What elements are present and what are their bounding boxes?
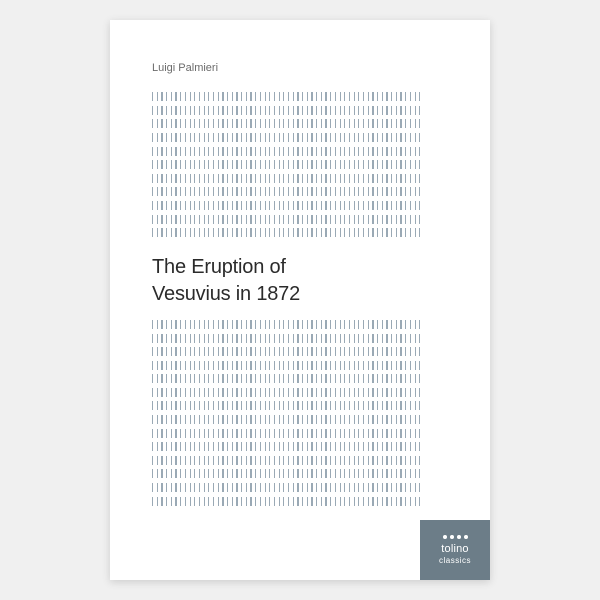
- badge-brand: tolino: [441, 543, 469, 555]
- tick-row: [152, 334, 460, 348]
- tick-row: [152, 160, 460, 174]
- tick-row: [152, 361, 460, 375]
- tick-row: [152, 147, 460, 161]
- title-line-2: Vesuvius in 1872: [152, 283, 300, 305]
- tick-row: [152, 228, 460, 242]
- tick-row: [152, 119, 460, 133]
- pattern-bottom: [152, 320, 460, 510]
- badge-dots-icon: [443, 535, 468, 539]
- tick-row: [152, 174, 460, 188]
- tick-row: [152, 215, 460, 229]
- tick-row: [152, 442, 460, 456]
- pattern-top: [152, 92, 460, 242]
- tick-row: [152, 456, 460, 470]
- tick-row: [152, 106, 460, 120]
- badge-sub: classics: [439, 556, 471, 565]
- tick-row: [152, 401, 460, 415]
- tick-row: [152, 347, 460, 361]
- tick-row: [152, 201, 460, 215]
- tick-row: [152, 388, 460, 402]
- tick-row: [152, 469, 460, 483]
- tick-row: [152, 483, 460, 497]
- tick-row: [152, 415, 460, 429]
- tick-row: [152, 320, 460, 334]
- author-name: Luigi Palmieri: [152, 62, 218, 74]
- publisher-badge: tolino classics: [420, 520, 490, 580]
- tick-row: [152, 187, 460, 201]
- tick-row: [152, 374, 460, 388]
- book-cover: Luigi Palmieri The Eruption of Vesuvius …: [110, 20, 490, 580]
- tick-row: [152, 429, 460, 443]
- tick-row: [152, 497, 460, 510]
- tick-row: [152, 92, 460, 106]
- book-title: The Eruption of Vesuvius in 1872: [152, 254, 430, 308]
- title-line-1: The Eruption of: [152, 256, 286, 278]
- tick-row: [152, 133, 460, 147]
